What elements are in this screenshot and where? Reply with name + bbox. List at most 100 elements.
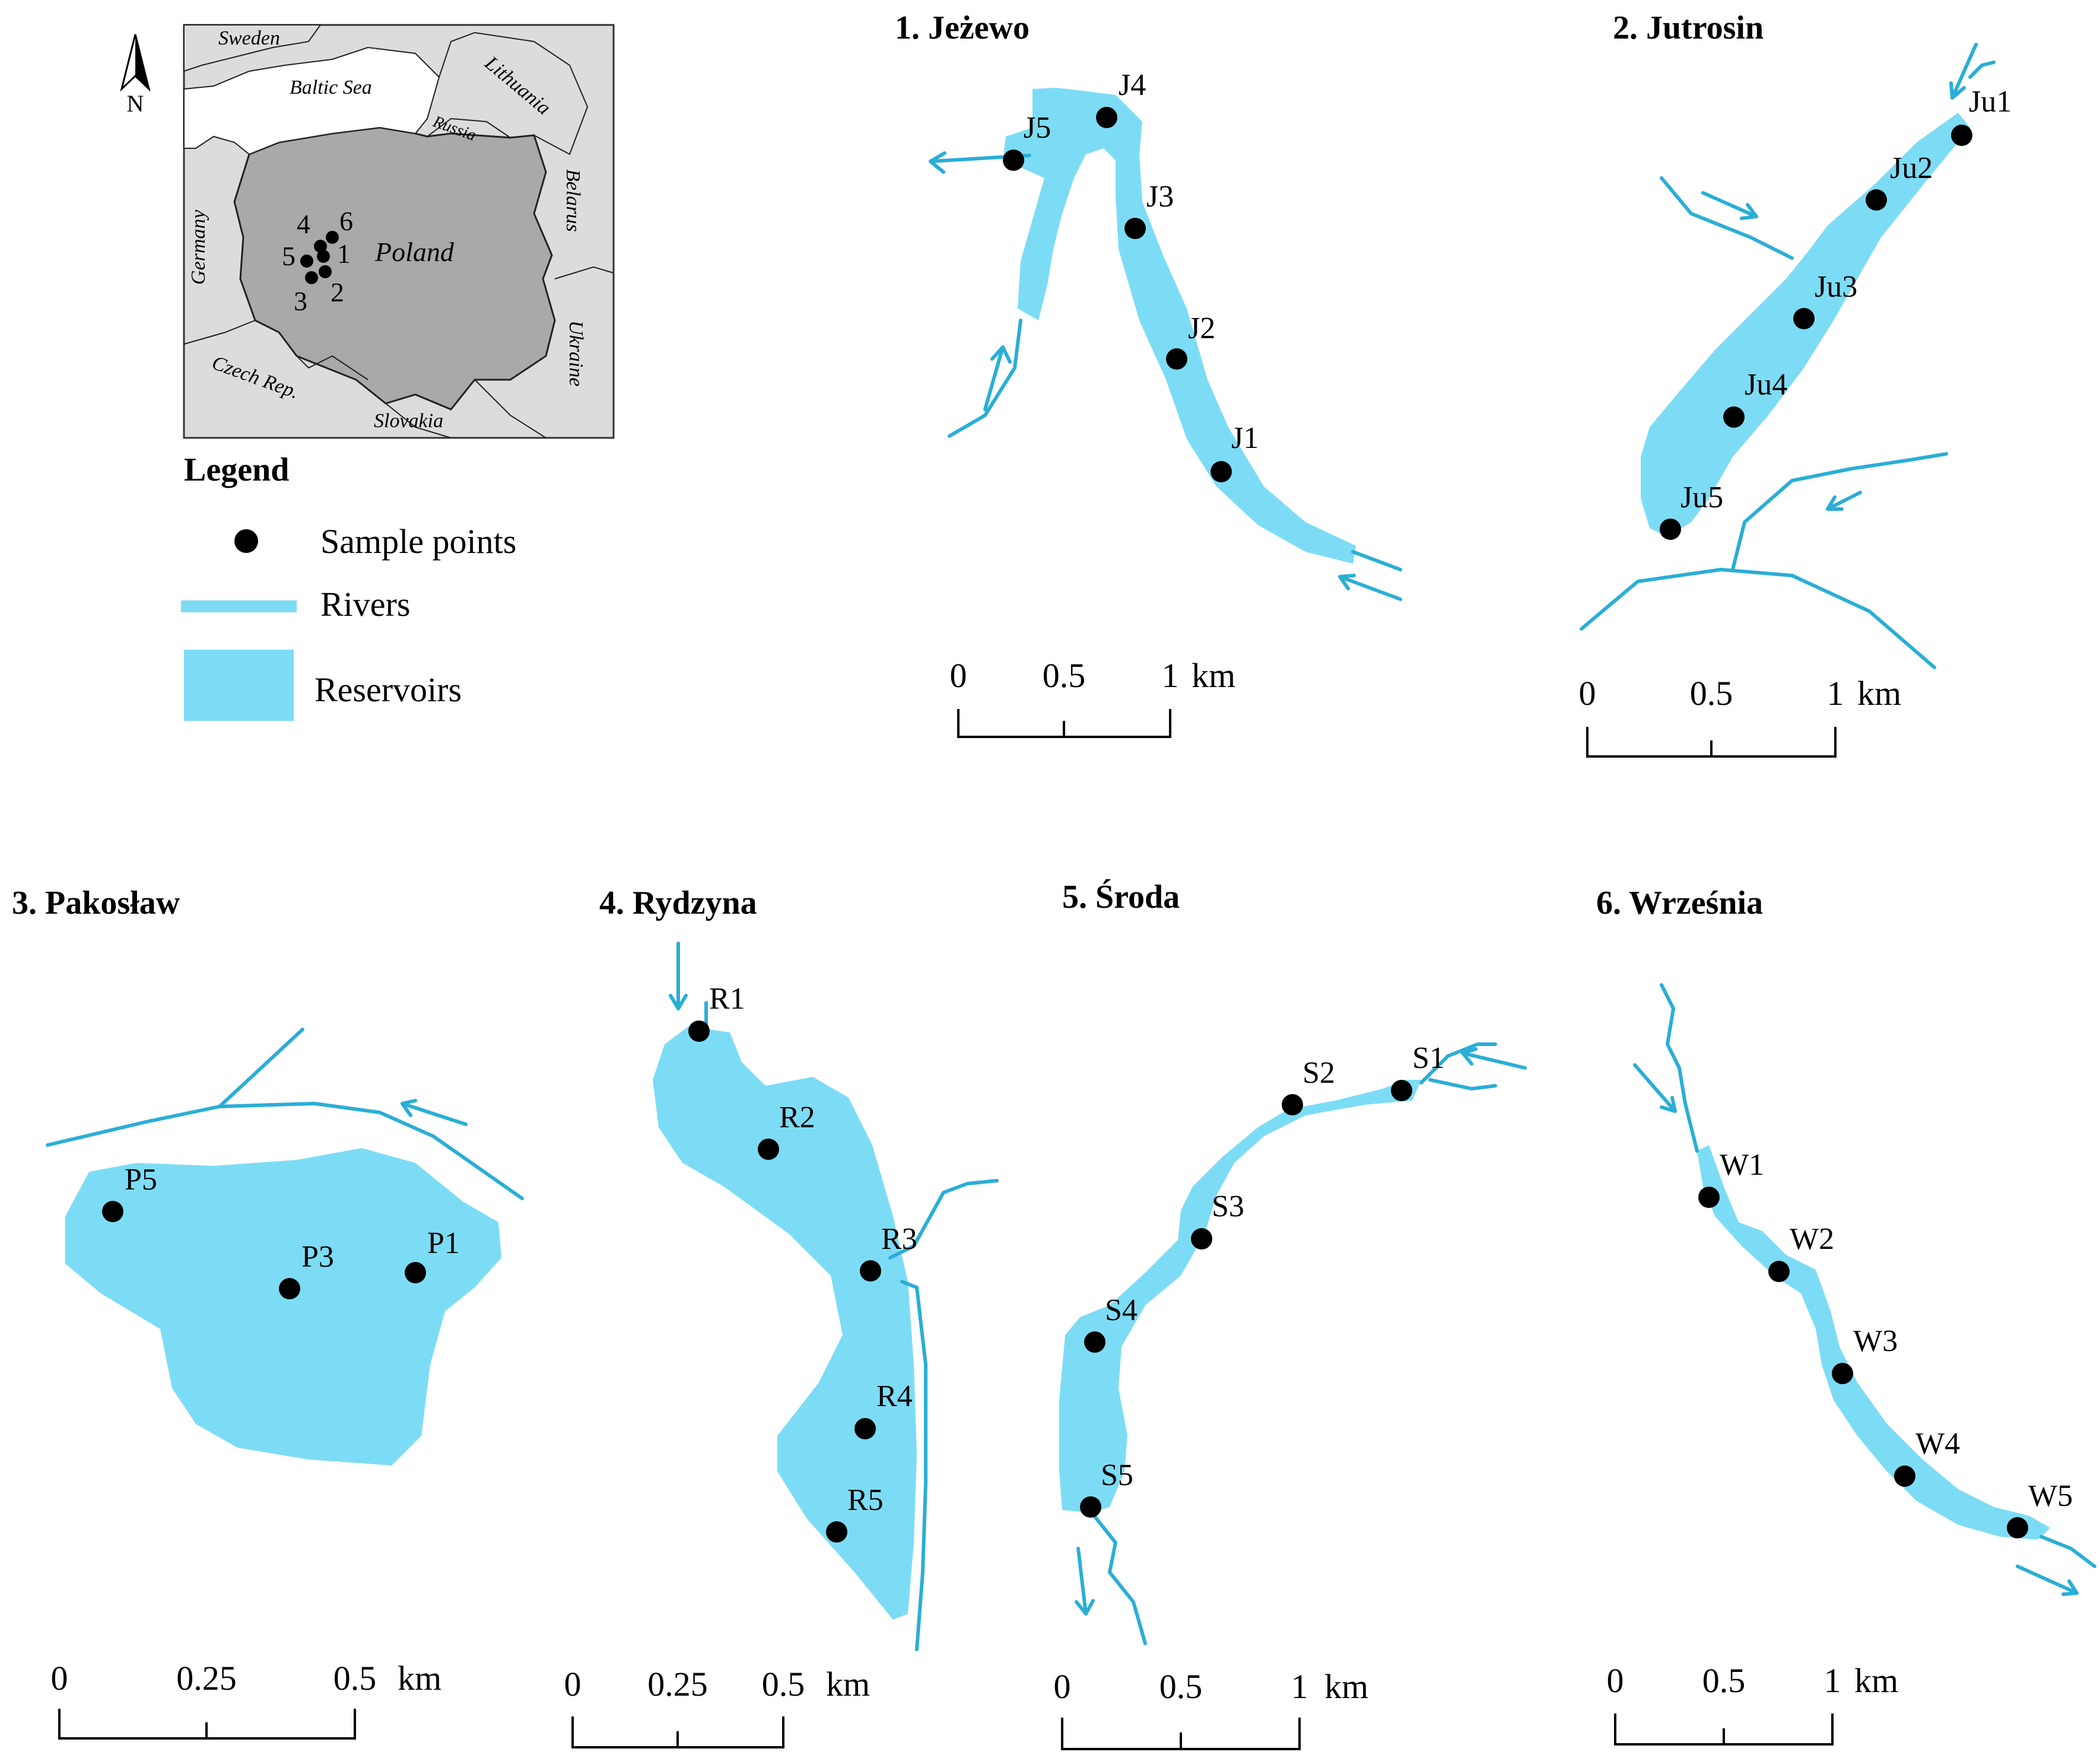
point-label: Ju2 [1890,151,1933,185]
sample-point [1832,1363,1853,1384]
river [1090,1511,1147,1645]
sample-point [1698,1187,1720,1208]
flow-arrow-icon [1826,491,1862,511]
panel-sroda: 5. Środa S1 S2 S3 S4 S5 0 0.5 1 km [1054,879,1527,1750]
scale-unit: km [1854,1661,1898,1700]
scale-bar [957,709,1171,738]
sample-point [1723,406,1745,428]
legend-label-rivers: Rivers [320,585,410,624]
sweden-shape [183,24,322,72]
scale-tick-label: 0.5 [1043,656,1086,695]
point-label: R4 [876,1379,913,1413]
legend: Legend Sample points Rivers Reservoirs [181,452,516,721]
flow-arrow-icon [1461,1047,1527,1070]
label-poland: Poland [374,237,455,267]
sample-point [1084,1331,1105,1353]
scale-unit: km [398,1659,441,1697]
reservoir-swatch-icon [184,650,294,721]
sample-point [758,1139,779,1160]
point-label: R1 [709,982,745,1016]
inset-num-5: 5 [282,241,296,271]
point-label: W3 [1853,1324,1898,1358]
panel-title: 5. Środa [1062,879,1180,915]
inset-map: N Sweden Baltic Sea Lithuania Russia Bel… [120,24,615,439]
point-label: S4 [1105,1293,1138,1327]
sample-point [826,1521,847,1543]
sample-point [1003,150,1024,171]
scale-unit: km [826,1665,870,1703]
scale-tick-label: 1 [1824,1661,1841,1700]
point-label: W2 [1790,1222,1834,1256]
scale-tick-label: 0.5 [762,1665,805,1703]
point-label: W1 [1720,1148,1764,1182]
scale-bar [1586,727,1837,758]
panel-wrzesnia: 6. Września W1 W2 W3 W4 W5 0 0.5 1 km [1596,885,2096,1746]
sample-point [1096,107,1117,128]
point-label: S2 [1302,1056,1335,1090]
inset-dot [326,231,339,244]
legend-title: Legend [184,452,289,488]
reservoir-shape [653,1026,917,1620]
legend-label-reservoirs: Reservoirs [314,670,462,709]
flow-arrow-icon [2016,1565,2079,1596]
river [900,1280,927,1651]
sample-point [102,1201,123,1222]
sample-point [1951,125,1972,146]
scale-tick-label: 1 [1162,656,1179,695]
inset-dot [314,240,327,253]
scale-bar [571,1716,784,1748]
inset-num-4: 4 [297,209,310,239]
scale-tick-label: 1 [1291,1667,1308,1706]
river [1660,176,1794,260]
sample-point [1124,218,1146,239]
sample-point [279,1278,300,1299]
sample-point [1894,1465,1915,1487]
sample-point [1211,461,1232,482]
poland-shape [233,126,556,411]
point-label: J3 [1146,180,1174,214]
sample-point [1793,308,1815,329]
panel-title: 6. Września [1596,885,1763,921]
point-label: S3 [1212,1190,1244,1223]
scale-bar [58,1709,356,1740]
panel-title: 1. Jeżewo [895,9,1030,46]
sample-point [1391,1080,1412,1101]
river [1660,983,1699,1153]
scale-tick-label: 0.5 [1159,1667,1203,1706]
scale-tick-label: 0 [51,1659,68,1697]
north-label: N [127,90,144,117]
point-label: R3 [881,1222,917,1256]
label-belarus: Belarus [562,169,584,232]
point-label: P5 [125,1163,157,1197]
point-label: S1 [1412,1041,1445,1075]
flow-arrow-icon [1701,191,1758,220]
inset-num-6: 6 [339,206,353,236]
river [218,1028,304,1108]
dot-icon [234,529,258,553]
scale-bar [1061,1718,1301,1750]
label-ukraine: Ukraine [565,320,587,386]
point-label: Ju5 [1680,481,1723,514]
scale-unit: km [1324,1667,1368,1706]
point-label: S5 [1101,1458,1133,1492]
river [1580,568,1936,669]
inset-dot [305,271,318,284]
flow-arrow-icon [1949,43,1978,100]
panel-title: 3. Pakosław [12,885,180,921]
panel-title: 2. Jutrosin [1613,9,1764,46]
inset-num-3: 3 [294,286,307,316]
scale-unit: km [1192,656,1235,695]
sample-point [1191,1228,1212,1250]
panel-rydzyna: 4. Rydzyna R1 R2 R3 R4 R5 0 0.25 0.5 km [564,885,999,1748]
label-sweden: Sweden [218,27,280,49]
point-label: R5 [847,1483,884,1517]
panel-pakoslaw: 3. Pakosław P1 P3 P5 0 0.25 0.5 km [12,885,524,1740]
north-arrow-icon: N [120,34,151,117]
scale-tick-label: 0.5 [333,1659,377,1697]
inset-dot [319,265,332,278]
river [1351,550,1402,571]
baltic-sea-shape [183,46,440,155]
flow-arrow-icon [983,345,1012,411]
sample-point [405,1262,426,1283]
